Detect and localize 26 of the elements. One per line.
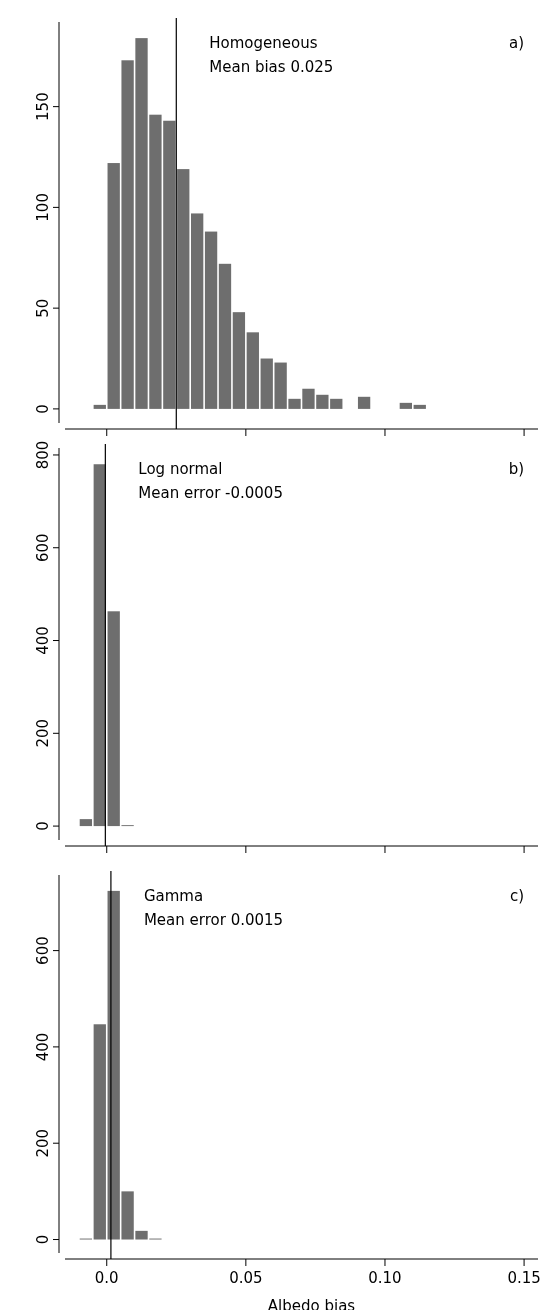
y-tick-label: 150 xyxy=(34,92,52,121)
annotation: Gamma xyxy=(143,887,204,905)
annotation: Mean error 0.0015 xyxy=(143,911,284,929)
annotation: Log normal xyxy=(138,460,223,478)
y-tick-label: 100 xyxy=(34,193,52,222)
y-tick-label: 600 xyxy=(34,936,52,965)
y-tick-label: 200 xyxy=(34,1128,52,1158)
y-tick-label: 0 xyxy=(34,404,52,414)
y-tick-label: 0 xyxy=(34,1234,52,1245)
y-tick-label: 800 xyxy=(34,440,52,470)
y-tick-label: 400 xyxy=(34,1032,52,1062)
y-tick-label: 200 xyxy=(34,718,52,748)
annotation: Mean error -0.0005 xyxy=(138,484,283,502)
annotation: Mean bias 0.025 xyxy=(209,58,334,76)
annotation: Homogeneous xyxy=(209,34,318,52)
y-tick-label: 0 xyxy=(34,821,52,831)
y-tick-label: 400 xyxy=(34,626,52,655)
annotation: a) xyxy=(508,34,524,52)
annotation: b) xyxy=(508,460,524,478)
y-tick-label: 600 xyxy=(34,533,52,563)
x-tick-label: 0.15 xyxy=(507,1269,541,1287)
x-tick-label: 0.0 xyxy=(94,1269,119,1287)
x-tick-label: 0.10 xyxy=(368,1269,402,1287)
y-tick-label: 50 xyxy=(34,298,52,318)
annotation: c) xyxy=(509,887,524,905)
x-tick-label: 0.05 xyxy=(229,1269,263,1287)
